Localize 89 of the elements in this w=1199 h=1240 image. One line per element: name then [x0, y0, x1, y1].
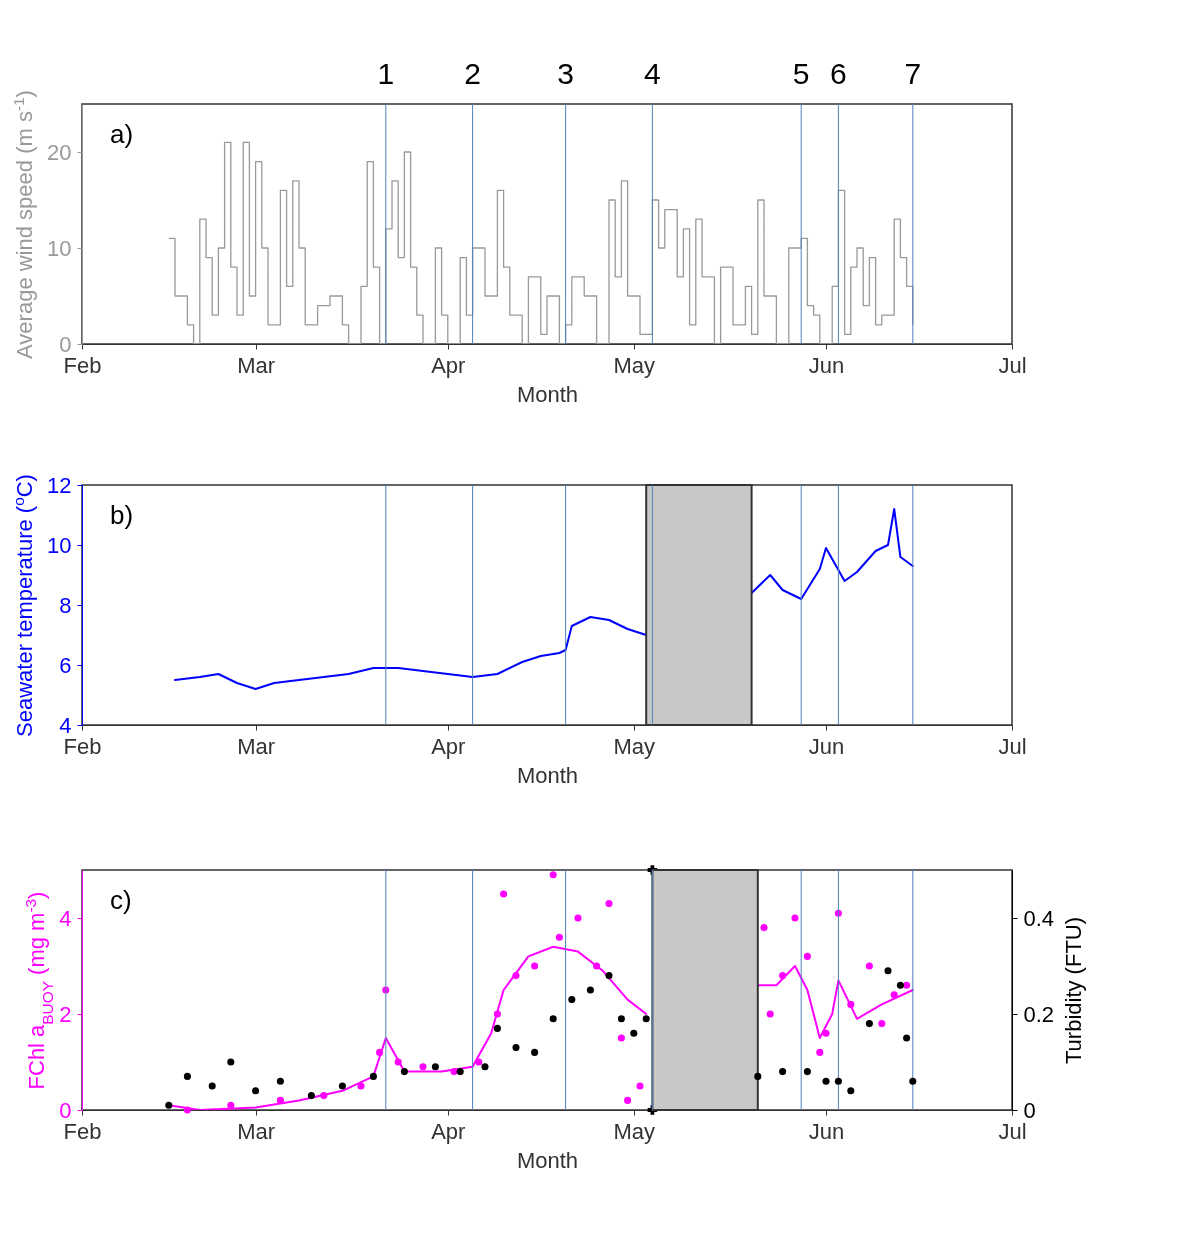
point: [822, 1029, 830, 1037]
point: [822, 1077, 830, 1085]
y2-tick-label: 0.2: [1023, 1001, 1055, 1027]
x-tick-label: Jul: [998, 733, 1027, 759]
y2-tick-label: 0.4: [1023, 905, 1055, 931]
point: [779, 1068, 787, 1076]
annotation: b): [110, 500, 134, 530]
point: [574, 914, 582, 922]
point: [419, 1063, 427, 1071]
point: [276, 1096, 284, 1104]
x-tick-label: Jun: [808, 1118, 845, 1144]
y-tick-label: 2: [59, 1001, 72, 1027]
point: [493, 1024, 501, 1032]
x-tick-label: Apr: [431, 352, 466, 378]
ref-line-label: 3: [557, 57, 574, 90]
y-tick-label: 10: [47, 532, 72, 558]
x-tick-label: Mar: [237, 352, 276, 378]
point: [903, 1034, 911, 1042]
x-tick-label: Apr: [431, 733, 466, 759]
point: [834, 1077, 842, 1085]
ref-line-label: 2: [464, 57, 481, 90]
x-tick-label: Mar: [237, 1118, 276, 1144]
point: [803, 1068, 811, 1076]
point: [636, 1082, 644, 1090]
y2-axis-title: Turbidity (FTU): [1061, 916, 1087, 1065]
point: [605, 972, 613, 980]
ref-line-label: 4: [644, 57, 661, 90]
x-tick-label: Apr: [431, 1118, 466, 1144]
point: [865, 1020, 873, 1028]
point: [338, 1082, 346, 1090]
point: [456, 1068, 464, 1076]
point: [500, 890, 508, 898]
point: [847, 1087, 855, 1095]
y-tick-label: 4: [59, 905, 72, 931]
point: [878, 1020, 886, 1028]
x-axis-title: Month: [516, 762, 579, 788]
point: [766, 1010, 774, 1018]
x-axis-title: Month: [516, 1147, 579, 1173]
point: [896, 981, 904, 989]
point: [512, 1044, 520, 1052]
ref-line-label: 5: [792, 57, 810, 90]
point: [400, 1068, 408, 1076]
point: [252, 1087, 260, 1095]
x-tick-label: May: [613, 733, 656, 759]
ref-line-label: 6: [830, 57, 847, 90]
x-tick-label: Jul: [998, 352, 1027, 378]
point: [909, 1077, 917, 1085]
x-axis-title: Month: [516, 381, 579, 407]
point: [531, 1048, 539, 1056]
point: [531, 962, 539, 970]
point: [481, 1063, 489, 1071]
point: [903, 981, 911, 989]
point: [803, 952, 811, 960]
point: [369, 1072, 377, 1080]
x-tick-label: May: [613, 1118, 656, 1144]
point: [617, 1015, 625, 1023]
point: [624, 1096, 632, 1104]
point: [630, 1029, 638, 1037]
point: [791, 914, 799, 922]
point: [884, 967, 892, 975]
ref-line-label: 7: [904, 57, 922, 90]
point: [586, 986, 594, 994]
y-tick-label: 10: [47, 235, 72, 261]
point: [754, 1072, 762, 1080]
y-tick-label: 8: [59, 592, 72, 618]
point: [642, 1015, 650, 1023]
point: [760, 924, 768, 932]
point: [617, 1034, 625, 1042]
x-tick-label: May: [613, 352, 656, 378]
y-tick-label: 12: [47, 472, 72, 498]
annotation: c): [110, 885, 132, 915]
point: [865, 962, 873, 970]
point: [307, 1092, 315, 1100]
y-tick-label: 20: [47, 139, 72, 165]
point: [605, 900, 613, 908]
point: [816, 1048, 824, 1056]
x-tick-label: Jun: [808, 352, 845, 378]
point: [549, 1015, 557, 1023]
ref-line-label: 1: [377, 57, 395, 90]
point: [555, 933, 563, 941]
y-tick-label: 6: [59, 652, 72, 678]
point: [890, 991, 898, 999]
x-tick-label: Mar: [237, 733, 276, 759]
annotation: a): [110, 119, 134, 149]
point: [431, 1063, 439, 1071]
x-tick-label: Jun: [808, 733, 845, 759]
point: [549, 871, 557, 879]
point: [276, 1077, 284, 1085]
point: [568, 996, 576, 1004]
